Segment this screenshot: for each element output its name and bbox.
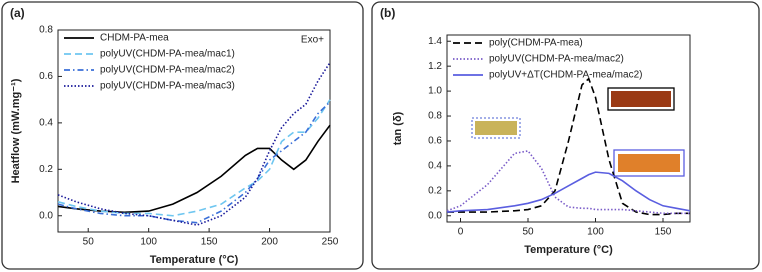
y-tick-label: 0.0 xyxy=(39,210,53,221)
x-tick-label: 100 xyxy=(140,237,157,248)
x-tick-label: 200 xyxy=(261,237,278,248)
x-axis-label: Temperature (°C) xyxy=(524,244,613,256)
series-line xyxy=(57,124,331,214)
y-tick-label: 0.8 xyxy=(428,111,442,122)
series-line xyxy=(446,171,691,213)
legend-label: polyUV(CHDM-PA-mea/mac2) xyxy=(489,54,624,65)
legend-label: polyUV(CHDM-PA-mea/mac3) xyxy=(100,81,235,92)
x-tick-label: 250 xyxy=(322,237,339,248)
x-tick-label: 50 xyxy=(83,237,95,248)
y-tick-label: 1.2 xyxy=(428,61,442,72)
sample-frame xyxy=(471,117,521,139)
legend-label: polyUV(CHDM-PA-mea/mac2) xyxy=(100,65,235,76)
y-tick-label: 0.8 xyxy=(39,25,53,36)
sample-frame xyxy=(613,149,685,177)
legend-label: polyUV+ΔT(CHDM-PA-mea/mac2) xyxy=(489,70,642,81)
series-line xyxy=(57,99,331,217)
sample-frame xyxy=(607,87,675,111)
x-tick-label: 50 xyxy=(522,227,534,238)
y-tick-label: 0.4 xyxy=(428,161,442,172)
annotation: Exo+ xyxy=(301,35,324,46)
y-tick-label: 1.4 xyxy=(428,36,442,47)
panel-frame xyxy=(371,1,760,270)
series-line xyxy=(57,62,331,226)
x-tick-label: 150 xyxy=(655,227,672,238)
x-axis-label: Temperature (°C) xyxy=(150,254,239,266)
panel-title: (b) xyxy=(380,6,395,20)
sample-image xyxy=(618,154,680,172)
plot-area xyxy=(446,34,691,223)
y-tick-label: 0.6 xyxy=(39,71,53,82)
sample-image xyxy=(475,121,517,135)
y-axis-label: Heatflow (mW.mg⁻¹) xyxy=(10,78,22,183)
sample-image xyxy=(611,91,671,107)
series-line xyxy=(57,101,331,224)
y-tick-label: 0.0 xyxy=(428,210,442,221)
y-tick-label: 0.2 xyxy=(39,164,53,175)
x-tick-label: 100 xyxy=(587,227,604,238)
y-axis-label: tan (δ) xyxy=(392,111,404,145)
y-tick-label: 1.0 xyxy=(428,86,442,97)
y-tick-label: 0.2 xyxy=(428,185,442,196)
legend-label: CHDM-PA-mea xyxy=(100,33,169,44)
x-tick-label: 0 xyxy=(458,227,464,238)
y-tick-label: 0.6 xyxy=(428,136,442,147)
legend-label: poly(CHDM-PA-mea) xyxy=(489,38,583,49)
legend-label: polyUV(CHDM-PA-mea/mac1) xyxy=(100,49,235,60)
y-tick-label: 0.4 xyxy=(39,118,53,129)
plot-area xyxy=(57,29,331,233)
panel-title: (a) xyxy=(10,6,25,20)
panel-frame xyxy=(1,1,364,270)
x-tick-label: 150 xyxy=(201,237,218,248)
